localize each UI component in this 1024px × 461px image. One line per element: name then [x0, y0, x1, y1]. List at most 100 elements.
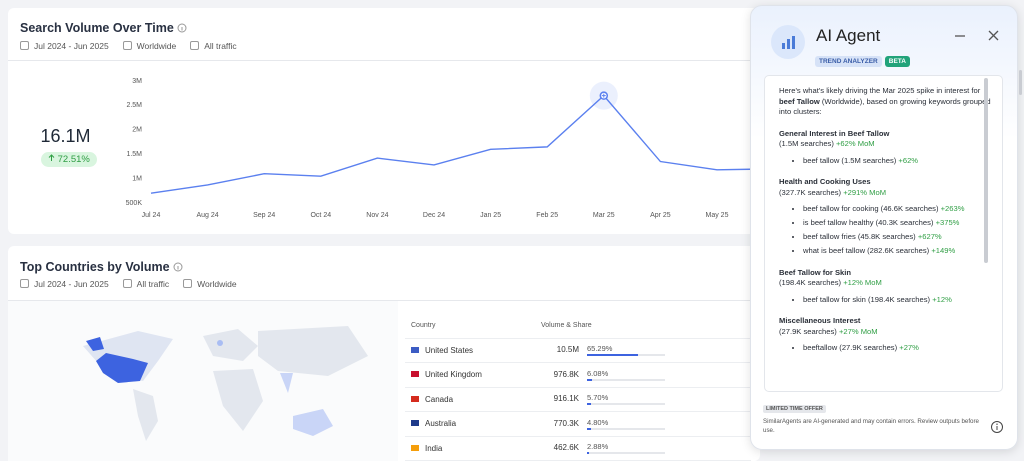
filters: Jul 2024 - Jun 2025 Worldwide All traffi… [20, 41, 237, 51]
country-name: India [425, 443, 443, 453]
header-row: Country Volume & Share [405, 314, 751, 339]
page-scrollbar[interactable] [1019, 70, 1022, 95]
flag [411, 371, 419, 378]
share: 65.29% [587, 344, 665, 357]
total: 16.1M [40, 126, 91, 146]
keyword-text: beef tallow for skin (198.4K searches) [803, 294, 931, 304]
info-icon[interactable] [177, 23, 187, 33]
x-tick-label: Jan 25 [480, 212, 501, 219]
cluster: Beef Tallow for Skin (198.4K searches) +1… [779, 268, 992, 306]
x-tick-label: Nov 24 [366, 212, 388, 219]
disclaimer: SimilarAgents are AI-generated and may c… [763, 418, 979, 434]
clusters: General Interest in Beef Tallow (1.5M sea… [779, 129, 992, 354]
cluster-summary: (327.7K searches) +291% MoM [779, 188, 992, 199]
country-cell: United Kingdom [405, 362, 541, 388]
y-tick-label: 1M [132, 175, 142, 182]
divider [8, 300, 760, 301]
countries-card: Top Countries by Volume Jul 2024 - Jun 2… [8, 246, 760, 461]
volume: 462.6K [553, 443, 579, 453]
keyword-list: beef tallow (1.5M searches) +62% [779, 156, 992, 167]
keyword-change: +12% [932, 294, 952, 304]
table-row: United States 10.5M 65.29% [405, 338, 751, 363]
intro-text: (Worldwide), based on growing keywords g… [779, 96, 991, 117]
keyword-text: beef tallow for cooking (46.6K searches) [803, 204, 939, 213]
volume-cell: 462.6K 2.88% [541, 436, 751, 461]
divider [8, 60, 760, 61]
share: 5.70% [587, 393, 665, 406]
summary-change: +62% MoM [836, 139, 875, 148]
keyword: beeftallow (27.9K searches) +27% [803, 343, 992, 354]
share: 2.88% [587, 442, 665, 455]
countries-table: Country Volume & Share United States 10.5M… [405, 314, 751, 461]
x-tick-label: Dec 24 [423, 212, 445, 219]
share-bar [587, 403, 592, 406]
share-label: 4.80% [587, 417, 609, 427]
x-tick-label: Sep 24 [253, 212, 275, 219]
y-tick-label: 3M [132, 78, 142, 85]
offer-badge: LIMITED TIME OFFER [763, 405, 826, 413]
y-tick-label: 500K [126, 200, 143, 207]
agent-icon [771, 25, 805, 59]
table-body: Country Volume & Share United States 10.5M… [405, 314, 751, 461]
keyword-text: beef tallow fries (45.8K searches) [803, 232, 916, 241]
info-icon[interactable] [173, 262, 183, 272]
volume: 976.8K [553, 369, 579, 379]
share-track [587, 452, 665, 455]
share-track [587, 378, 665, 381]
keyword: beef tallow fries (45.8K searches) +627% [803, 232, 992, 243]
card-title: Search Volume Over Time [20, 21, 187, 35]
cluster: General Interest in Beef Tallow (1.5M sea… [779, 129, 992, 167]
keyword-change: +62% [898, 155, 919, 165]
summary-text: (27.9K searches) [779, 326, 837, 336]
country-cell: United States [405, 338, 541, 363]
share-track [587, 403, 665, 406]
line [150, 94, 750, 194]
keyword-change: +627% [917, 232, 942, 241]
flag [411, 395, 419, 402]
cluster: Health and Cooking Uses (327.7K searches)… [779, 177, 992, 257]
share-track [587, 354, 665, 357]
volume-cell: 770.3K 4.80% [541, 411, 751, 437]
share: 6.08% [587, 369, 665, 381]
intro-bold: beef Tallow [779, 96, 820, 106]
keyword: is beef tallow healthy (40.3K searches) … [803, 218, 992, 229]
cluster-title: Beef Tallow for Skin [779, 267, 852, 277]
keyword-change: +149% [931, 246, 956, 255]
close[interactable] [988, 30, 999, 41]
filter[interactable]: Worldwide [123, 41, 177, 51]
keyword: beef tallow for cooking (46.6K searches)… [803, 204, 992, 215]
country-name: United States [425, 345, 474, 355]
filter[interactable]: All traffic [190, 41, 236, 51]
table-row: Australia 770.3K 4.80% [405, 411, 751, 437]
keyword-change: +27% [899, 343, 919, 352]
keyword-list: beef tallow for skin (198.4K searches) +… [779, 295, 992, 306]
share-label: 6.08% [587, 368, 609, 378]
filter[interactable]: Worldwide [183, 279, 237, 289]
y-tick-label: 2.5M [126, 102, 142, 109]
share-track [587, 427, 665, 430]
keyword-text: is beef tallow healthy (40.3K searches) [803, 218, 934, 227]
cluster: Miscellaneous Interest (27.9K searches) +… [779, 316, 992, 354]
share-bar [587, 354, 638, 357]
filter[interactable]: Jul 2024 - Jun 2025 [20, 279, 109, 289]
y-tick-label: 1.5M [126, 151, 142, 158]
flag [411, 420, 419, 427]
change-badge: 72.51% [41, 152, 97, 167]
info-icon[interactable] [990, 420, 1004, 434]
x-tick-label: Mar 25 [593, 212, 615, 219]
card-title: Top Countries by Volume [20, 260, 183, 274]
country-cell: Canada [405, 387, 541, 412]
filter[interactable]: All traffic [123, 279, 169, 289]
summary-text: (198.4K searches) [779, 278, 842, 287]
search-card: Search Volume Over Time Jul 2024 - Jun 2… [8, 8, 760, 234]
share-bar [587, 452, 590, 455]
world-map [8, 301, 398, 461]
share: 4.80% [587, 418, 665, 430]
scrollbar[interactable] [984, 78, 988, 263]
title-text: Top Countries by Volume [20, 260, 170, 274]
keyword-list: beeftallow (27.9K searches) +27% [779, 343, 992, 354]
keyword-change: +375% [935, 218, 960, 227]
filter[interactable]: Jul 2024 - Jun 2025 [20, 41, 109, 51]
country-name: Australia [425, 419, 457, 429]
summary-change: +291% MoM [843, 187, 887, 197]
